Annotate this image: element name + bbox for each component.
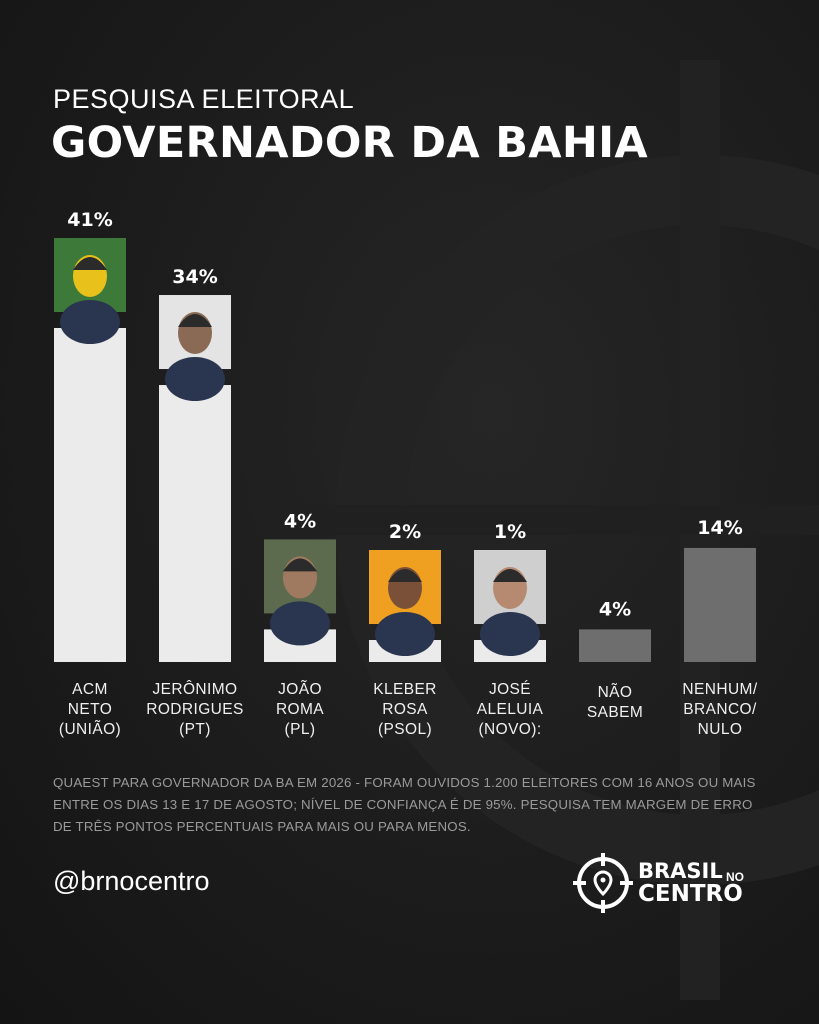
social-handle: @brnocentro — [53, 866, 210, 896]
category-label-0-0: ACM — [72, 681, 108, 698]
category-label-3-1: ROSA — [382, 701, 428, 718]
category-label-6-0: NENHUM/ — [682, 681, 757, 698]
category-label-6-2: NULO — [698, 721, 743, 738]
bar-chart: 41% ACM NETO (UNIÃO) 34% JERÔNIMO RODRIGUES (PT… — [54, 209, 758, 738]
category-label-2-2: (PL) — [285, 721, 316, 738]
category-label-0-1: NETO — [68, 701, 112, 718]
category-label-1-2: (PT) — [179, 721, 211, 738]
category-label-2-1: ROMA — [276, 701, 324, 718]
bar-1 — [159, 385, 231, 662]
value-label-4: 1% — [494, 521, 526, 543]
crosshair-map-pin-icon — [573, 853, 633, 913]
category-label-4-2: (NOVO): — [478, 721, 541, 738]
category-label-4-1: ALELUIA — [477, 701, 544, 718]
candidate-photo-3 — [369, 550, 441, 656]
category-label-5-0: NÃO — [598, 684, 633, 701]
logo-no-text: NO — [726, 870, 744, 884]
category-label-2-0: JOÃO — [278, 681, 322, 698]
category-label-5-1: SABEM — [587, 704, 643, 721]
bar-5 — [579, 629, 651, 662]
category-label-3-2: (PSOL) — [378, 721, 432, 738]
brand-logo: BRASIL NO CENTRO — [572, 852, 772, 914]
value-label-0: 41% — [67, 209, 112, 231]
chart-subtitle: PESQUISA ELEITORAL — [53, 84, 355, 114]
chart-title: GOVERNADOR DA BAHIA — [51, 118, 649, 168]
value-label-1: 34% — [172, 266, 217, 288]
candidate-photo-1 — [159, 295, 231, 402]
value-label-6: 14% — [697, 517, 742, 539]
category-label-1-1: RODRIGUES — [146, 701, 243, 718]
candidate-photo-2 — [264, 539, 336, 646]
value-label-2: 4% — [284, 510, 316, 532]
logo-brand-text: BRASIL — [638, 859, 723, 883]
candidate-photo-0 — [54, 238, 126, 344]
survey-footnote: QUAEST PARA GOVERNADOR DA BA EM 2026 - F… — [53, 775, 756, 834]
value-label-3: 2% — [389, 521, 421, 543]
category-label-1-0: JERÔNIMO — [152, 681, 237, 698]
category-label-0-2: (UNIÃO) — [59, 721, 121, 738]
category-label-3-0: KLEBER — [373, 681, 437, 698]
logo-centro-text: CENTRO — [638, 881, 743, 907]
category-label-6-1: BRANCO/ — [683, 701, 757, 718]
candidate-photo-4 — [474, 550, 546, 656]
value-label-5: 4% — [599, 598, 631, 620]
bar-6 — [684, 547, 756, 662]
bar-0 — [54, 328, 126, 662]
category-label-4-0: JOSÉ — [489, 681, 531, 698]
